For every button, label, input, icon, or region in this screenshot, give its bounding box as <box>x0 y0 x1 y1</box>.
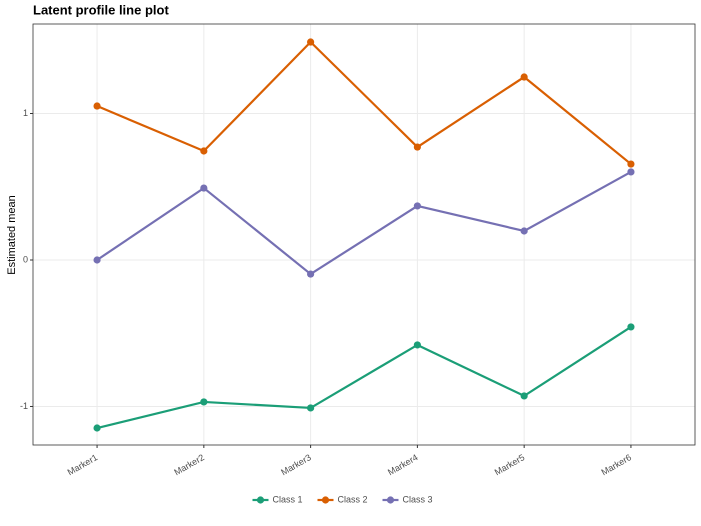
series-line <box>96 326 632 430</box>
x-tick-label: Marker2 <box>172 452 206 477</box>
legend-label: Class 2 <box>338 494 368 504</box>
point <box>520 227 528 235</box>
y-axis-label: Estimated mean <box>6 195 18 274</box>
x-tick-label: Marker4 <box>386 452 420 477</box>
point <box>627 160 635 168</box>
point <box>93 102 101 110</box>
series-line <box>96 170 632 276</box>
x-tick-label: Marker5 <box>493 452 527 477</box>
series-line <box>96 40 632 165</box>
point <box>413 202 421 210</box>
legend-key-point <box>321 496 330 504</box>
point <box>93 424 101 432</box>
point <box>200 398 208 406</box>
y-tick-label: 1 <box>23 108 28 118</box>
x-tick-label: Marker3 <box>279 452 313 477</box>
point <box>520 73 528 81</box>
legend-label: Class 1 <box>273 494 303 504</box>
point <box>93 256 101 264</box>
chart-title: Latent profile line plot <box>33 2 169 17</box>
point <box>200 184 208 192</box>
point <box>520 392 528 400</box>
legend-key-point <box>386 496 395 504</box>
panel-border <box>32 23 696 446</box>
legend-label: Class 3 <box>403 494 433 504</box>
point <box>200 147 208 155</box>
point <box>627 168 635 176</box>
x-tick-label: Marker6 <box>600 452 634 477</box>
point <box>307 270 315 278</box>
y-tick-label: -1 <box>20 401 28 411</box>
point <box>413 341 421 349</box>
point <box>307 404 315 412</box>
point <box>627 323 635 331</box>
point <box>413 143 421 151</box>
point <box>307 38 315 46</box>
grid <box>33 24 695 445</box>
legend-key-point <box>256 496 265 504</box>
x-tick-label: Marker1 <box>66 452 100 477</box>
y-tick-label: 0 <box>23 254 28 264</box>
